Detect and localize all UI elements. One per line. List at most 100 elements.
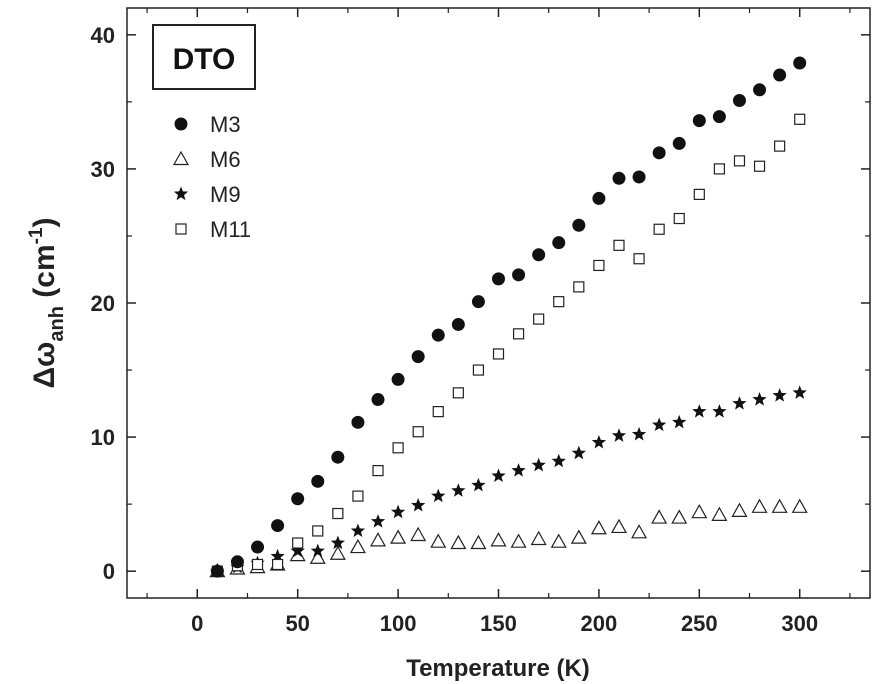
- legend-marker-m9: [173, 186, 189, 201]
- data-point-m6: [329, 545, 346, 560]
- legend: M3 M6 M9 M11: [172, 112, 251, 242]
- data-point-m6: [610, 518, 628, 534]
- data-point-m3: [471, 295, 485, 309]
- data-point-m6: [731, 502, 748, 517]
- data-point-m9: [611, 428, 627, 442]
- data-point-m6: [751, 498, 768, 513]
- y-axis-title-subscript: anh: [46, 306, 68, 342]
- data-point-m11: [633, 253, 645, 265]
- legend-marker-m6: [172, 150, 190, 166]
- tick-labels: 0 50 100 150 200 250 300 0 10 20 30 40: [91, 23, 819, 636]
- data-point-m3: [793, 56, 807, 70]
- data-point-m11: [312, 525, 324, 537]
- data-point-m6: [651, 509, 668, 524]
- data-point-m9: [692, 404, 707, 418]
- data-point-m3: [230, 555, 244, 569]
- data-point-m11: [794, 113, 806, 125]
- data-point-m11: [352, 490, 364, 502]
- data-point-m9: [370, 514, 386, 528]
- x-tick-label: 100: [380, 611, 417, 636]
- data-point-m11: [432, 406, 444, 418]
- data-point-m11: [693, 188, 705, 200]
- data-point-m9: [752, 392, 767, 406]
- data-point-m9: [732, 396, 747, 410]
- data-point-m3: [391, 372, 405, 386]
- data-point-m6: [490, 532, 507, 547]
- data-points: [209, 56, 808, 578]
- data-point-m11: [593, 259, 605, 272]
- data-point-m11: [452, 387, 464, 399]
- data-point-m6: [530, 530, 547, 546]
- data-point-m11: [653, 223, 665, 235]
- data-point-m6: [390, 529, 407, 544]
- data-point-m6: [550, 533, 567, 548]
- data-point-m9: [471, 477, 486, 492]
- data-point-m11: [713, 163, 725, 175]
- data-point-m6: [691, 503, 708, 519]
- data-point-m9: [270, 548, 285, 563]
- data-point-m6: [711, 506, 728, 521]
- x-tick-label: 250: [681, 611, 718, 636]
- y-tick-label: 30: [91, 157, 115, 182]
- x-tick-label: 0: [191, 611, 203, 636]
- data-point-m3: [331, 450, 345, 464]
- data-point-m9: [631, 426, 647, 441]
- data-point-m9: [712, 404, 727, 418]
- y-axis-title-prefix: Δω: [28, 342, 61, 389]
- data-point-m6: [450, 534, 467, 550]
- series-m11: [211, 113, 806, 577]
- data-point-m6: [470, 534, 487, 550]
- data-point-m11: [533, 313, 545, 325]
- data-point-m9: [672, 414, 687, 429]
- legend-label-m11: M11: [210, 217, 251, 242]
- legend-label-m3: M3: [210, 112, 241, 137]
- data-point-m3: [411, 350, 425, 364]
- legend-label-m6: M6: [210, 147, 241, 172]
- data-point-m9: [652, 417, 667, 432]
- data-point-m3: [552, 236, 566, 250]
- legend-marker-m3: [174, 117, 188, 131]
- data-point-m3: [271, 519, 285, 533]
- data-point-m9: [531, 457, 546, 472]
- legend-label-m9: M9: [210, 182, 241, 207]
- data-point-m6: [771, 498, 788, 513]
- data-point-m9: [792, 385, 807, 399]
- x-axis-title: Temperature (K): [406, 655, 590, 682]
- data-point-m3: [532, 248, 546, 262]
- data-point-m3: [572, 218, 586, 232]
- data-point-m6: [510, 533, 527, 548]
- data-point-m3: [251, 540, 265, 554]
- data-point-m6: [671, 509, 688, 524]
- data-point-m3: [431, 328, 445, 342]
- annotation-label: DTO: [173, 43, 236, 76]
- data-point-m3: [311, 474, 325, 488]
- data-point-m9: [390, 504, 406, 519]
- data-point-m11: [472, 364, 485, 376]
- data-point-m9: [551, 453, 566, 468]
- data-point-m6: [631, 524, 648, 539]
- data-point-m3: [492, 272, 505, 286]
- data-point-m3: [773, 68, 787, 82]
- data-point-m3: [732, 94, 746, 108]
- data-point-m3: [291, 492, 305, 506]
- data-point-m11: [292, 537, 304, 549]
- data-point-m3: [672, 136, 686, 150]
- data-point-m6: [590, 520, 607, 535]
- data-point-m3: [451, 317, 465, 331]
- data-point-m9: [571, 445, 586, 460]
- data-point-m3: [612, 171, 626, 185]
- y-axis-title-unit-close: ): [28, 217, 61, 227]
- data-point-m6: [791, 498, 808, 513]
- data-point-m3: [371, 393, 385, 407]
- x-tick-label: 50: [285, 611, 309, 636]
- data-point-m11: [272, 558, 284, 571]
- data-point-m3: [632, 170, 646, 184]
- data-point-m11: [392, 442, 404, 454]
- data-point-m9: [511, 463, 526, 477]
- data-point-m9: [330, 535, 345, 550]
- x-tick-label: 150: [480, 611, 517, 636]
- data-point-m3: [592, 191, 606, 205]
- data-point-m11: [332, 507, 344, 520]
- y-tick-label: 0: [103, 559, 115, 584]
- data-point-m3: [753, 83, 767, 97]
